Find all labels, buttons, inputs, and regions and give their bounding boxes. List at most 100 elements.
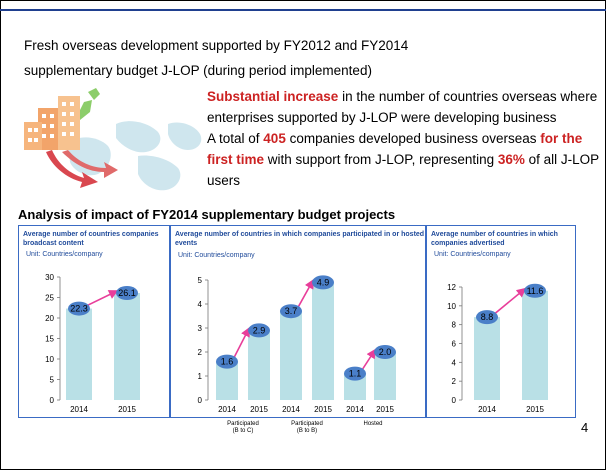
data-label: 26.1: [118, 288, 136, 298]
data-label-bubble: [374, 345, 396, 359]
chart-unit: Unit: Countries/company: [434, 251, 511, 258]
y-tick-label: 10: [45, 355, 54, 364]
top-rule: [0, 9, 606, 11]
bar: [280, 311, 302, 400]
x-tick-label: 2015: [314, 405, 332, 414]
bullet-countries-increase: Substantial increase in the number of co…: [207, 86, 602, 128]
chart-advertising: 0 2 4 6 8 10 12 2014 2015 8.8 11.6: [447, 283, 548, 414]
data-label: 1.1: [349, 369, 362, 379]
panel-border: [18, 225, 170, 418]
bar: [248, 330, 270, 400]
group-label-line1: Participated: [227, 421, 259, 427]
y-tick-label: 6: [452, 340, 457, 349]
x-tick-label: 2014: [282, 405, 300, 414]
data-label-bubble: [280, 304, 302, 319]
bar: [114, 292, 140, 400]
y-tick-label: 20: [45, 314, 54, 323]
bar: [312, 282, 334, 400]
group-label-b2b: Participated (B to B): [284, 421, 330, 435]
y-tick-label: 5: [198, 276, 203, 285]
data-label: 2.9: [253, 325, 266, 335]
chart-title: Average number of countries companies br…: [23, 231, 159, 247]
bullet2-text-2: companies developed business overseas: [285, 131, 541, 146]
bar: [474, 317, 500, 400]
trend-arrow: [84, 290, 119, 308]
trend-arrow: [296, 279, 314, 310]
y-tick-label: 10: [447, 302, 456, 311]
y-tick-label: 4: [452, 358, 457, 367]
y-tick-label: 15: [45, 335, 54, 344]
x-tick-label: 2015: [250, 405, 268, 414]
data-label: 11.6: [527, 286, 544, 296]
bullet2-text-1: A total of: [207, 131, 264, 146]
bullet2-percent: 36%: [497, 152, 525, 167]
data-label-bubble: [68, 301, 90, 316]
trend-arrow: [360, 348, 376, 373]
trend-arrow: [232, 326, 250, 360]
group-label-hosted: Hosted: [350, 421, 396, 428]
chart-panel-broadcast: Average number of countries companies br…: [18, 225, 170, 418]
x-tick-label: 2014: [70, 405, 88, 414]
trend-arrow: [492, 287, 527, 316]
x-tick-label: 2015: [118, 405, 136, 414]
bar: [66, 308, 92, 400]
data-label: 22.3: [70, 304, 88, 314]
chart-panel-advertising: Average number of countries in which com…: [426, 225, 576, 418]
chart-events: 0 1 2 3 4 5 2014 2015 2014 2015 2014 2015 1.6 2.9 3.7 4…: [198, 275, 396, 414]
group-label-line2: (B to C): [232, 428, 254, 434]
chart-title: Average number of countries in which com…: [175, 231, 425, 247]
group-label-line1: Participated: [291, 421, 323, 427]
chart-unit: Unit: Countries/company: [26, 251, 103, 258]
bullet2-text-4: of all J-LOP users: [207, 152, 599, 188]
data-label: 4.9: [317, 277, 330, 287]
group-label-line1: Hosted: [363, 421, 383, 427]
data-label-bubble: [248, 323, 270, 338]
x-tick-label: 2014: [218, 405, 236, 414]
bullet1-text: in the number of countries overseas wher…: [207, 89, 598, 125]
section-title: Analysis of impact of FY2014 supplementa…: [18, 207, 396, 222]
bar: [216, 361, 238, 400]
group-label-line2: (B to B): [296, 428, 318, 434]
chart-unit: Unit: Countries/company: [178, 252, 255, 259]
y-tick-label: 2: [452, 377, 457, 386]
data-label-bubble: [476, 310, 498, 325]
bullet2-company-count: 405: [263, 131, 286, 146]
y-tick-label: 25: [45, 294, 54, 303]
y-tick-label: 0: [198, 396, 203, 405]
data-label-bubble: [116, 285, 138, 300]
data-label: 2.0: [379, 347, 392, 357]
bullet2-highlight: for the first time: [207, 131, 583, 167]
panel-border: [170, 225, 426, 418]
y-tick-label: 0: [50, 396, 55, 405]
x-tick-label: 2014: [478, 405, 496, 414]
panel-border: [426, 225, 576, 418]
y-tick-label: 12: [447, 283, 456, 292]
y-tick-label: 0: [452, 396, 457, 405]
bar: [344, 373, 366, 400]
group-label-b2c: Participated (B to C): [220, 421, 266, 435]
data-label-bubble: [524, 283, 546, 298]
page-number: 4: [581, 420, 589, 435]
expansion-arrows-icon: [46, 150, 118, 188]
y-tick-label: 3: [198, 324, 203, 333]
chart-panel-events: Average number of countries in which com…: [170, 225, 426, 434]
data-label-bubble: [216, 354, 238, 369]
bullet2-text-3: with support from J-LOP, representing: [264, 152, 498, 167]
data-label-bubble: [312, 275, 334, 290]
x-tick-label: 2015: [526, 405, 544, 414]
y-tick-label: 5: [50, 376, 55, 385]
data-label: 8.8: [481, 312, 494, 322]
data-label: 1.6: [221, 357, 234, 367]
x-tick-label: 2014: [346, 405, 364, 414]
y-tick-label: 2: [198, 348, 203, 357]
intro-line-1: Fresh overseas development supported by …: [24, 38, 409, 53]
office-buildings-icon: [24, 96, 80, 150]
chart-broadcast: 0 5 10 15 20 25 30 2014 2015 22.3 26.1: [45, 273, 140, 414]
bar: [522, 290, 548, 400]
overseas-expansion-illustration: [24, 88, 202, 191]
chart-title: Average number of countries in which com…: [431, 231, 558, 247]
y-tick-label: 30: [45, 273, 54, 282]
y-tick-label: 8: [452, 321, 457, 330]
intro-line-2: supplementary budget J-LOP (during perio…: [24, 63, 372, 78]
y-tick-label: 1: [198, 372, 203, 381]
